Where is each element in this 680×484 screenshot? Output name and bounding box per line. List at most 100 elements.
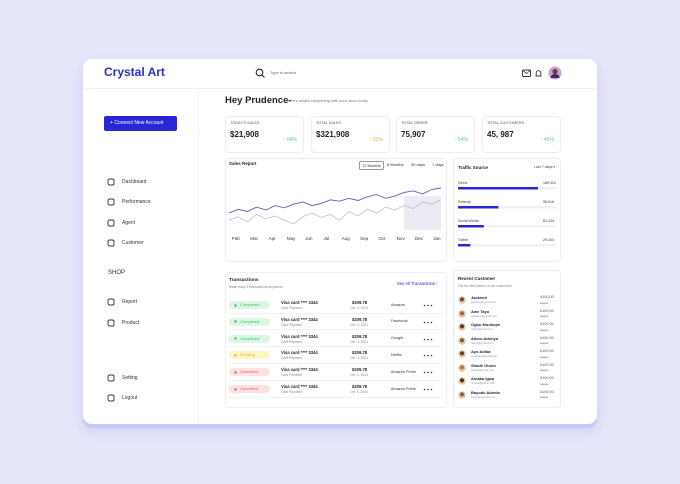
month-label: May xyxy=(286,236,296,241)
customer-name: Alloru Adenyo xyxy=(471,335,499,341)
nav-icon[interactable] xyxy=(107,394,115,402)
nav-item[interactable]: Customer xyxy=(122,239,144,246)
period-tab[interactable]: 12 Months xyxy=(359,161,384,170)
nav-icon[interactable] xyxy=(107,198,115,206)
search-icon[interactable] xyxy=(255,68,265,78)
period-tab[interactable]: 7 days xyxy=(432,161,444,167)
customer-city: Lagos xyxy=(540,381,549,386)
connect-button-label[interactable]: + Connect New Account xyxy=(110,120,164,126)
status-pill xyxy=(229,368,270,377)
amount: $209.78 xyxy=(352,350,368,356)
row-menu[interactable] xyxy=(423,321,433,324)
card-name: Visa card **** 3344 xyxy=(281,300,318,305)
nav-item[interactable]: Product xyxy=(122,319,140,326)
customer-amount: #100.00 xyxy=(540,322,554,326)
customer-name: Shade Olurin xyxy=(471,362,496,368)
nav-icon[interactable] xyxy=(107,178,115,186)
nav-item[interactable]: Agent xyxy=(122,219,136,226)
date: Oct. 4, 2024 xyxy=(350,390,368,394)
see-all-link[interactable]: See All Transactions › xyxy=(397,281,438,286)
row-menu[interactable] xyxy=(423,388,433,391)
stat-value: $21,908 xyxy=(230,130,259,139)
customer-email: jackson@gmail.com xyxy=(471,300,497,304)
amount: $209.78 xyxy=(352,333,368,339)
customer-city: Lagos xyxy=(540,341,549,345)
card-name: Visa card **** 3344 xyxy=(281,350,318,356)
stat-change: ↑ 45% xyxy=(540,137,554,143)
traffic-bar xyxy=(458,244,471,247)
search-input[interactable]: Type to search xyxy=(270,70,297,75)
payment-method: Card Payment xyxy=(281,339,303,344)
payment-method: Card Payment xyxy=(281,356,303,361)
stat-card xyxy=(311,116,390,153)
customer-amount: #100.00 xyxy=(540,295,554,299)
stat-card xyxy=(396,116,475,153)
payment-method: Card Payment xyxy=(281,390,303,394)
row-divider xyxy=(228,396,444,398)
header-icons[interactable] xyxy=(522,69,546,78)
card-name: Visa card **** 3344 xyxy=(281,333,318,339)
traffic-label: Referral xyxy=(458,200,471,204)
traffic-value: 95,616 xyxy=(543,200,554,204)
period-select[interactable]: Last 7 days ▾ xyxy=(534,165,556,169)
amount: $209.78 xyxy=(352,384,368,389)
stat-change: ↑ 23% xyxy=(369,137,383,143)
customer-email: bayode@gmail.com xyxy=(471,394,496,399)
traffic-bar-bg xyxy=(458,206,556,209)
customer-city: Lagos xyxy=(540,395,549,399)
traffic-value: 29,344 xyxy=(543,238,554,242)
nav-icon[interactable] xyxy=(107,239,115,247)
card-title: Sales Report xyxy=(229,161,257,166)
row-menu[interactable] xyxy=(423,304,433,307)
nav-item[interactable]: Logout xyxy=(122,394,138,401)
status-pill xyxy=(229,317,270,326)
customer-city: Lagos xyxy=(540,314,549,318)
status-text: Cancelled xyxy=(240,369,258,375)
nav-item[interactable]: Setting xyxy=(122,374,138,381)
status-dot xyxy=(234,387,237,391)
greeting-title: Hey Prudence- xyxy=(225,95,292,106)
brand: Crystal Art xyxy=(104,65,165,79)
status-text: Completed xyxy=(240,302,260,307)
card-subtitle: Make easy 3 transactions anywhere xyxy=(229,285,284,289)
stat-change: ↑ 54% xyxy=(454,137,468,143)
customer-amount: #100.00 xyxy=(540,349,554,353)
merchant: Facebook xyxy=(391,319,408,324)
customer-avatar xyxy=(458,296,466,304)
row-divider xyxy=(228,362,444,364)
date: Oct. 4, 2024 xyxy=(350,339,368,344)
nav-item[interactable]: Performance xyxy=(122,198,151,205)
customer-email: shade@gmail.com xyxy=(471,367,495,372)
customer-avatar xyxy=(458,377,466,385)
nav-item[interactable]: Report xyxy=(122,298,138,305)
traffic-bar-track xyxy=(458,206,556,209)
row-menu[interactable] xyxy=(423,354,433,357)
row-menu[interactable] xyxy=(423,338,433,341)
customer-city: Lagos xyxy=(540,354,549,359)
row-menu[interactable] xyxy=(423,371,433,374)
traffic-bar xyxy=(458,225,484,228)
connect-button[interactable] xyxy=(104,116,177,131)
period-tab[interactable]: 30 days xyxy=(411,161,426,167)
customer-email: alloru@gmail.com xyxy=(471,340,494,345)
section-label: SHOP xyxy=(108,270,126,276)
nav-item[interactable]: Dashboard xyxy=(122,178,147,185)
user-avatar[interactable] xyxy=(548,66,562,80)
nav-icon[interactable] xyxy=(107,219,115,227)
nav-icon[interactable] xyxy=(107,298,115,306)
sales-line xyxy=(229,199,441,225)
card-name: Visa card **** 3344 xyxy=(281,316,318,322)
chart-highlight xyxy=(404,196,441,230)
month-label: Feb xyxy=(232,236,240,241)
traffic-label: Twitter xyxy=(458,238,469,242)
connect-button-text[interactable]: Connect New Account xyxy=(114,120,164,126)
traffic-value: 189,324 xyxy=(543,181,556,185)
traffic-bar xyxy=(458,206,499,209)
nav-icon[interactable] xyxy=(107,374,115,382)
nav-icon[interactable] xyxy=(107,319,115,327)
period-tab[interactable]: 6 Months xyxy=(387,161,404,167)
row-divider xyxy=(228,379,444,381)
status-dot xyxy=(234,337,237,340)
customer-amount: #100.00 xyxy=(540,362,554,367)
